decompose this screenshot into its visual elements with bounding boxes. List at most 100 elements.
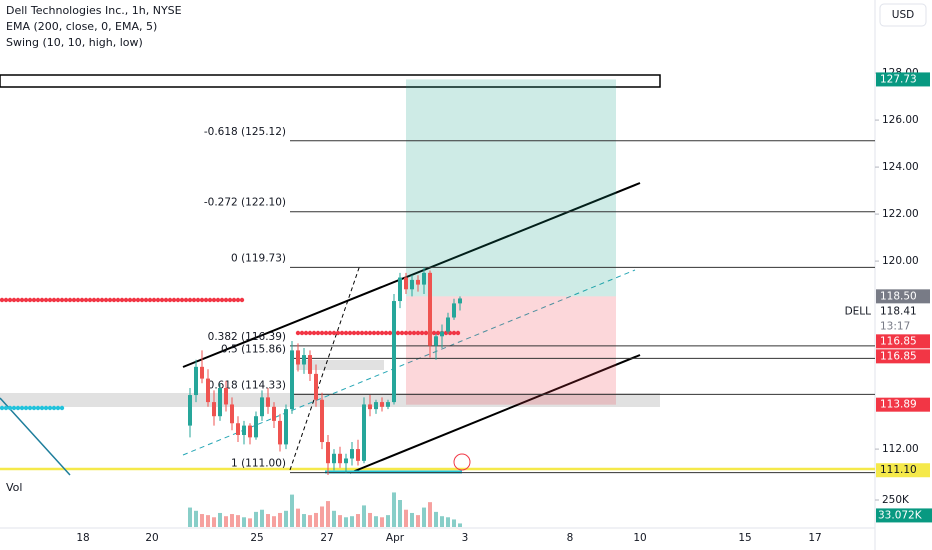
volume-bar [272,516,276,527]
box [0,74,661,88]
candle-body [338,453,342,464]
candle-body [260,397,264,417]
swing-dot [195,297,201,303]
fib-label: 0.5 (115.86) [221,343,286,355]
volume-bar [290,494,294,527]
y-tick-label: 122.00 [882,208,919,220]
dashed-line [289,264,361,471]
swing-dot [423,330,429,336]
swing-dot [455,330,461,336]
candle-body [314,373,318,400]
swing-dot [79,297,85,303]
swing-dot [63,297,69,303]
candle-body [188,395,192,426]
volume-bar [236,515,240,527]
fib-label: 0.382 (116.39) [208,331,286,343]
swing-dot [0,297,5,303]
event-icon[interactable] [453,453,471,471]
volume-bar [398,500,402,527]
swing-dot [43,297,49,303]
swing-dot [163,297,169,303]
swing-dot [327,330,333,336]
swing-dot [435,330,441,336]
swing-dot [307,330,313,336]
swing-dot [127,297,133,303]
volume-bar [416,515,420,527]
candle-body [290,350,294,410]
volume-bar [302,514,306,527]
candle-body [194,366,198,396]
swing-dot [3,405,9,411]
volume-bar [446,517,450,527]
x-tick-label: 8 [567,532,574,544]
price-tag [876,349,930,364]
volume-bar [422,507,426,527]
candle-body [236,423,240,435]
volume-bar [266,514,270,527]
volume-bar [404,509,408,527]
price-tag-label: 116.85 [880,350,917,362]
currency-button[interactable] [879,3,927,27]
swing-dot [147,297,153,303]
swing-dot [451,330,457,336]
swing-dot [123,297,129,303]
swing-dot [203,297,209,303]
currency[interactable]: USD [892,9,914,21]
swing-dot [155,297,161,303]
last-price: 118.41 [880,305,917,317]
swing-dot [159,297,165,303]
swing-dot [319,330,325,336]
swing-dot [7,405,13,411]
volume-bar [392,492,396,527]
swing-dot [59,297,65,303]
target-zone [406,79,616,297]
candle-body [452,303,456,318]
swing-dot [443,330,449,336]
candle-body [332,453,336,464]
swing-dot [115,297,121,303]
swing-dot [87,297,93,303]
volume-bar [242,517,246,527]
swing-dot [311,330,317,336]
volume-bar [410,512,414,527]
volume-bar [284,510,288,527]
volume-bar [440,516,444,527]
volume-tag-label: 33.072K [878,509,923,521]
swing-dot [355,330,361,336]
price-tag [876,463,930,478]
swing-dot [331,330,337,336]
candle-body [248,425,252,438]
swing-dot [39,297,45,303]
candle-body [218,387,222,417]
swing-dot [371,330,377,336]
candle-body [392,301,396,403]
volume-bar [380,517,384,527]
fib-label: 1 (111.00) [231,458,286,470]
channel-middle [182,269,636,456]
volume-bar [326,501,330,527]
swing-dot [215,297,221,303]
swing-dot [179,297,185,303]
swing-dot [47,297,53,303]
y-tick-label: 112.00 [882,443,919,455]
swing-dot [99,297,105,303]
candle-body [350,449,354,459]
volume-bar [194,510,198,527]
swing-dot [0,405,5,411]
swing-dot [211,297,217,303]
swing-dot [139,297,145,303]
candle-body [398,277,402,302]
candle-body [242,425,246,435]
volume-bar [308,515,312,527]
swing-dot [323,330,329,336]
swing-dot [11,297,17,303]
swing-dot [35,297,41,303]
swing-dot [411,330,417,336]
swing-dot [135,297,141,303]
y-tick-label: 126.00 [882,114,919,126]
swing-dot [3,297,9,303]
swing-dot [231,297,237,303]
swing-dot [31,405,37,411]
swing-dot [431,330,437,336]
